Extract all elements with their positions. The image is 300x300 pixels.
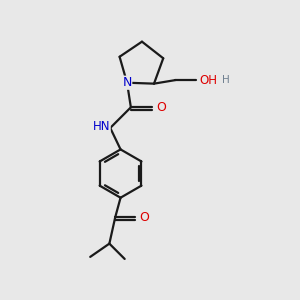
Text: H: H: [222, 75, 230, 85]
Text: HN: HN: [93, 120, 110, 133]
Text: O: O: [156, 101, 166, 114]
Text: N: N: [122, 76, 132, 89]
Text: OH: OH: [200, 74, 218, 87]
Text: O: O: [139, 211, 149, 224]
